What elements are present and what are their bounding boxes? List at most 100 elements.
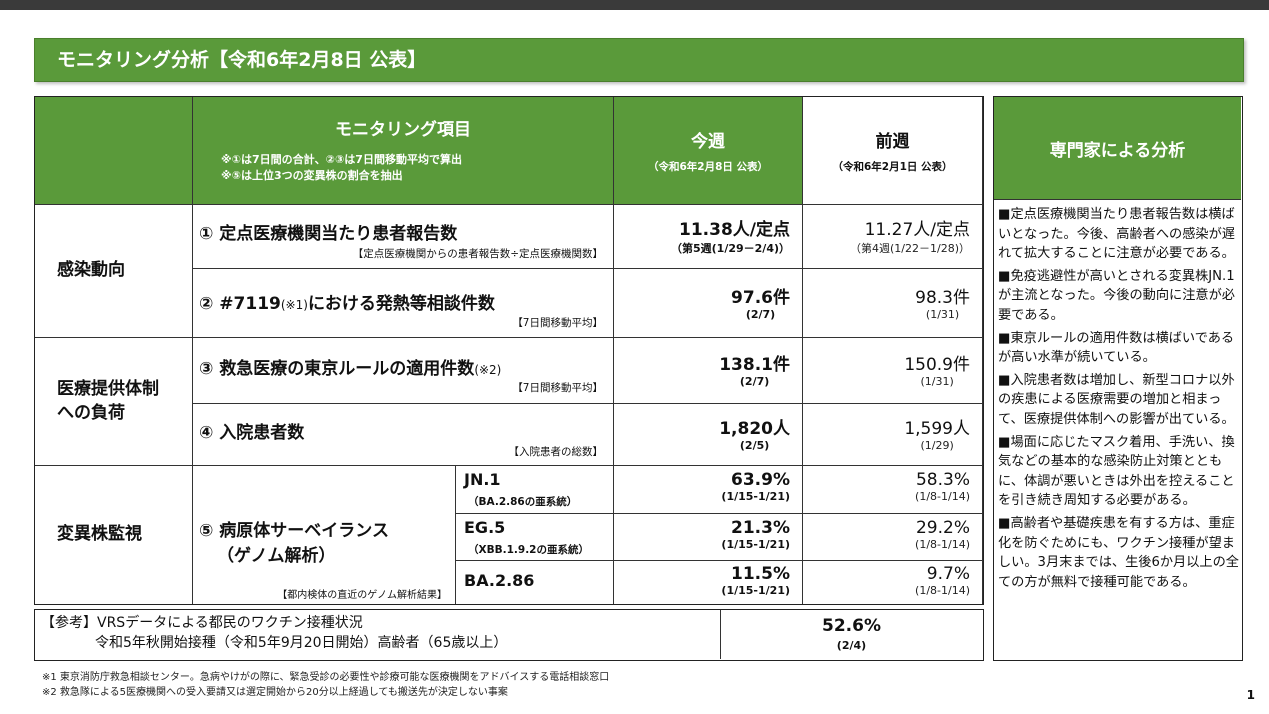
- row3-this-week: 138.1件 (2/7): [614, 338, 803, 404]
- category-infection: 感染動向: [35, 205, 193, 338]
- header-this-week-label: 今週: [691, 132, 725, 152]
- footnote-1: ※1 東京消防庁救急相談センター。急病やけがの際に、緊急受診の必要性や診療可能な…: [42, 672, 610, 683]
- variant1-lineage: （BA.2.86の亜系統）: [468, 496, 578, 508]
- variant1-this-period: (1/15-1/21): [721, 490, 790, 503]
- expert-analysis-panel: 専門家による分析 ■定点医療機関当たり患者報告数は横ばいとなった。今後、高齢者へ…: [993, 96, 1243, 661]
- row3-title: ③ 救急医療の東京ルールの適用件数(※2): [199, 354, 501, 379]
- row3-title-pre: ③ 救急医療の東京ルールの適用件数: [199, 359, 475, 379]
- category-medical-line2: への負荷: [57, 402, 125, 423]
- row3-title-footnote-ref: (※2): [474, 363, 502, 377]
- variant2-name: EG.5: [464, 518, 506, 537]
- row5-note: 【都内検体の直近のゲノム解析結果】: [277, 590, 447, 601]
- row1-last-week: 11.27人/定点 （第4週(1/22－1/28)）: [803, 205, 983, 269]
- page-title: モニタリング分析【令和6年2月8日 公表】: [34, 38, 1244, 82]
- row2-note: 【7日間移動平均】: [512, 317, 603, 329]
- row2-prev-value: 98.3件: [915, 288, 970, 308]
- variant3-this-week: 11.5% (1/15-1/21): [614, 561, 803, 604]
- row2-this-week: 97.6件 (2/7): [614, 269, 803, 338]
- reference-line1: 【参考】VRSデータによる都民のワクチン接種状況: [41, 615, 363, 631]
- row3-last-week: 150.9件 (1/31): [803, 338, 983, 404]
- variant3-this-value: 11.5%: [731, 564, 790, 584]
- reference-label: 【参考】VRSデータによる都民のワクチン接種状況 令和5年秋開始接種（令和5年9…: [35, 610, 721, 659]
- row4-title: ④ 入院患者数: [199, 423, 305, 443]
- row1-note: 【定点医療機関からの患者報告数÷定点医療機関数】: [352, 248, 603, 260]
- variant2-prev-period: (1/8-1/14): [915, 538, 970, 551]
- top-bar: [0, 0, 1269, 10]
- variant1-name-cell: JN.1 （BA.2.86の亜系統）: [456, 466, 614, 514]
- variant1-name: JN.1: [464, 470, 501, 489]
- expert-analysis-title: 専門家による分析: [994, 97, 1241, 200]
- variant3-name-cell: BA.2.86: [456, 561, 614, 604]
- header-item-title: モニタリング項目: [335, 120, 471, 140]
- variant1-prev-value: 58.3%: [915, 470, 970, 490]
- variant2-lineage: （XBB.1.9.2の亜系統）: [468, 544, 589, 556]
- row3-note: 【7日間移動平均】: [512, 382, 603, 394]
- header-item: モニタリング項目 ※①は7日間の合計、②③は7日間移動平均で算出 ※⑤は上位3つ…: [193, 97, 614, 205]
- row2-this-value: 97.6件: [731, 288, 790, 308]
- variant1-prev-period: (1/8-1/14): [915, 490, 970, 503]
- row2-title-footnote-ref: (※1): [280, 298, 308, 312]
- row2-item: ② #7119(※1)における発熱等相談件数 【7日間移動平均】: [193, 269, 614, 338]
- category-medical: 医療提供体制 への負荷: [35, 338, 193, 466]
- row5-title-line1: ⑤ 病原体サーベイランス: [199, 521, 389, 541]
- row3-item: ③ 救急医療の東京ルールの適用件数(※2) 【7日間移動平均】: [193, 338, 614, 404]
- variant1-this-value: 63.9%: [731, 470, 790, 490]
- category-medical-line1: 医療提供体制: [57, 378, 159, 399]
- row1-this-period: （第5週(1/29－2/4)）: [670, 242, 790, 255]
- row1-this-value: 11.38人/定点: [679, 220, 790, 240]
- header-last-week-label: 前週: [875, 132, 910, 152]
- row1-item: ① 定点医療機関当たり患者報告数 【定点医療機関からの患者報告数÷定点医療機関数…: [193, 205, 614, 269]
- expert-paragraph: ■免疫逃避性が高いとされる変異株JN.1が主流となった。今後の動向に注意が必要で…: [998, 268, 1235, 323]
- variant3-prev-period: (1/8-1/14): [915, 584, 970, 597]
- reference-value-cell: 52.6% (2/4): [721, 610, 982, 659]
- row2-title: ② #7119(※1)における発熱等相談件数: [199, 289, 495, 314]
- row1-prev-value: 11.27人/定点: [864, 220, 970, 240]
- variant3-this-period: (1/15-1/21): [721, 584, 790, 597]
- expert-analysis-body: ■定点医療機関当たり患者報告数は横ばいとなった。今後、高齢者への感染が遅れて拡大…: [998, 205, 1240, 595]
- row3-prev-value: 150.9件: [904, 355, 970, 375]
- header-this-week-date: （令和6年2月8日 公表）: [647, 161, 769, 173]
- row5-title-line2: （ゲノム解析）: [217, 546, 336, 566]
- footnote-2: ※2 救急隊による5医療機関への受入要請又は選定開始から20分以上経過しても搬送…: [42, 686, 508, 698]
- header-this-week: 今週 （令和6年2月8日 公表）: [614, 97, 803, 205]
- row2-last-week: 98.3件 (1/31): [803, 269, 983, 338]
- variant1-last-week: 58.3% (1/8-1/14): [803, 466, 983, 514]
- row4-prev-value: 1,599人: [904, 419, 970, 439]
- row4-prev-period: (1/29): [920, 439, 954, 452]
- row2-title-pre: ② #7119: [199, 294, 281, 314]
- row2-this-period: (2/7): [745, 308, 776, 321]
- row5-item: ⑤ 病原体サーベイランス （ゲノム解析） 【都内検体の直近のゲノム解析結果】: [193, 466, 456, 604]
- variant1-this-week: 63.9% (1/15-1/21): [614, 466, 803, 514]
- header-category-blank: [35, 97, 193, 205]
- row2-prev-period: (1/31): [925, 308, 960, 321]
- variant2-this-value: 21.3%: [731, 518, 790, 538]
- variant2-name-cell: EG.5 （XBB.1.9.2の亜系統）: [456, 514, 614, 561]
- variant2-prev-value: 29.2%: [915, 518, 970, 538]
- row4-note: 【入院患者の総数】: [508, 446, 604, 458]
- variant3-name: BA.2.86: [464, 571, 535, 590]
- expert-paragraph: ■東京ルールの適用件数は横ばいであるが高い水準が続いている。: [998, 330, 1235, 366]
- row4-this-week: 1,820人 (2/5): [614, 404, 803, 466]
- reference-value: 52.6%: [822, 616, 881, 636]
- expert-paragraph: ■場面に応じたマスク着用、手洗い、換気などの基本的な感染防止対策とともに、体調が…: [998, 434, 1235, 509]
- row2-title-post: における発熱等相談件数: [307, 294, 495, 314]
- row4-this-period: (2/5): [739, 439, 770, 452]
- variant3-last-week: 9.7% (1/8-1/14): [803, 561, 983, 604]
- row4-this-value: 1,820人: [719, 419, 790, 439]
- row4-last-week: 1,599人 (1/29): [803, 404, 983, 466]
- header-last-week-date: （令和6年2月1日 公表）: [832, 161, 953, 173]
- vaccination-reference: 【参考】VRSデータによる都民のワクチン接種状況 令和5年秋開始接種（令和5年9…: [34, 609, 984, 661]
- expert-paragraph: ■入院患者数は増加し、新型コロナ以外の疾患による医療需要の増加と相まって、医療提…: [998, 372, 1235, 427]
- variant2-last-week: 29.2% (1/8-1/14): [803, 514, 983, 561]
- page-number: 1: [1246, 688, 1255, 702]
- row1-title: ① 定点医療機関当たり患者報告数: [199, 224, 458, 244]
- row3-prev-period: (1/31): [920, 375, 954, 388]
- category-infection-label: 感染動向: [57, 260, 125, 281]
- row1-this-week: 11.38人/定点 （第5週(1/29－2/4)）: [614, 205, 803, 269]
- reference-line2: 令和5年秋開始接種（令和5年9月20日開始）高齢者（65歳以上）: [95, 635, 508, 651]
- variant3-prev-value: 9.7%: [926, 564, 970, 584]
- monitoring-table: モニタリング項目 ※①は7日間の合計、②③は7日間移動平均で算出 ※⑤は上位3つ…: [34, 96, 984, 605]
- header-last-week: 前週 （令和6年2月1日 公表）: [803, 97, 983, 205]
- row4-item: ④ 入院患者数 【入院患者の総数】: [193, 404, 614, 466]
- reference-period: (2/4): [836, 639, 867, 652]
